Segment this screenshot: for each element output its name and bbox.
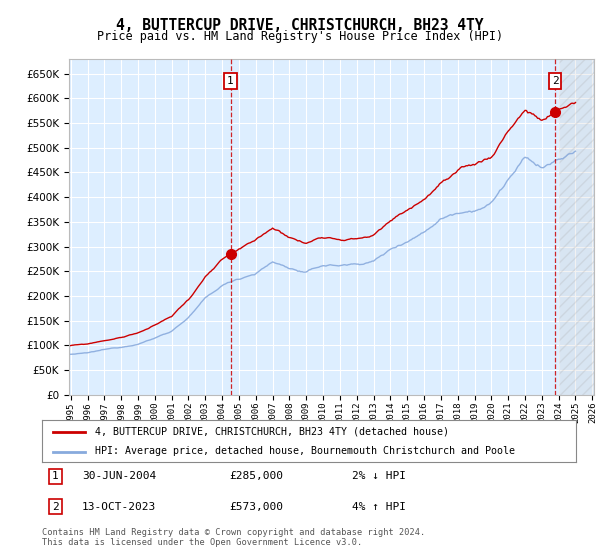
Text: 4, BUTTERCUP DRIVE, CHRISTCHURCH, BH23 4TY (detached house): 4, BUTTERCUP DRIVE, CHRISTCHURCH, BH23 4… [95, 427, 449, 437]
Text: 13-OCT-2023: 13-OCT-2023 [82, 502, 156, 512]
Bar [559, 59, 600, 395]
Text: 4, BUTTERCUP DRIVE, CHRISTCHURCH, BH23 4TY: 4, BUTTERCUP DRIVE, CHRISTCHURCH, BH23 4… [116, 18, 484, 33]
Text: 2% ↓ HPI: 2% ↓ HPI [352, 472, 406, 482]
Text: 1: 1 [52, 472, 59, 482]
Text: This data is licensed under the Open Government Licence v3.0.: This data is licensed under the Open Gov… [42, 538, 362, 547]
Text: 2: 2 [52, 502, 59, 512]
Text: £285,000: £285,000 [229, 472, 283, 482]
Text: 30-JUN-2004: 30-JUN-2004 [82, 472, 156, 482]
Text: HPI: Average price, detached house, Bournemouth Christchurch and Poole: HPI: Average price, detached house, Bour… [95, 446, 515, 456]
Text: Contains HM Land Registry data © Crown copyright and database right 2024.: Contains HM Land Registry data © Crown c… [42, 528, 425, 536]
Text: 4% ↑ HPI: 4% ↑ HPI [352, 502, 406, 512]
Text: 1: 1 [227, 76, 234, 86]
Text: 2: 2 [552, 76, 559, 86]
Text: Price paid vs. HM Land Registry's House Price Index (HPI): Price paid vs. HM Land Registry's House … [97, 30, 503, 43]
Text: £573,000: £573,000 [229, 502, 283, 512]
